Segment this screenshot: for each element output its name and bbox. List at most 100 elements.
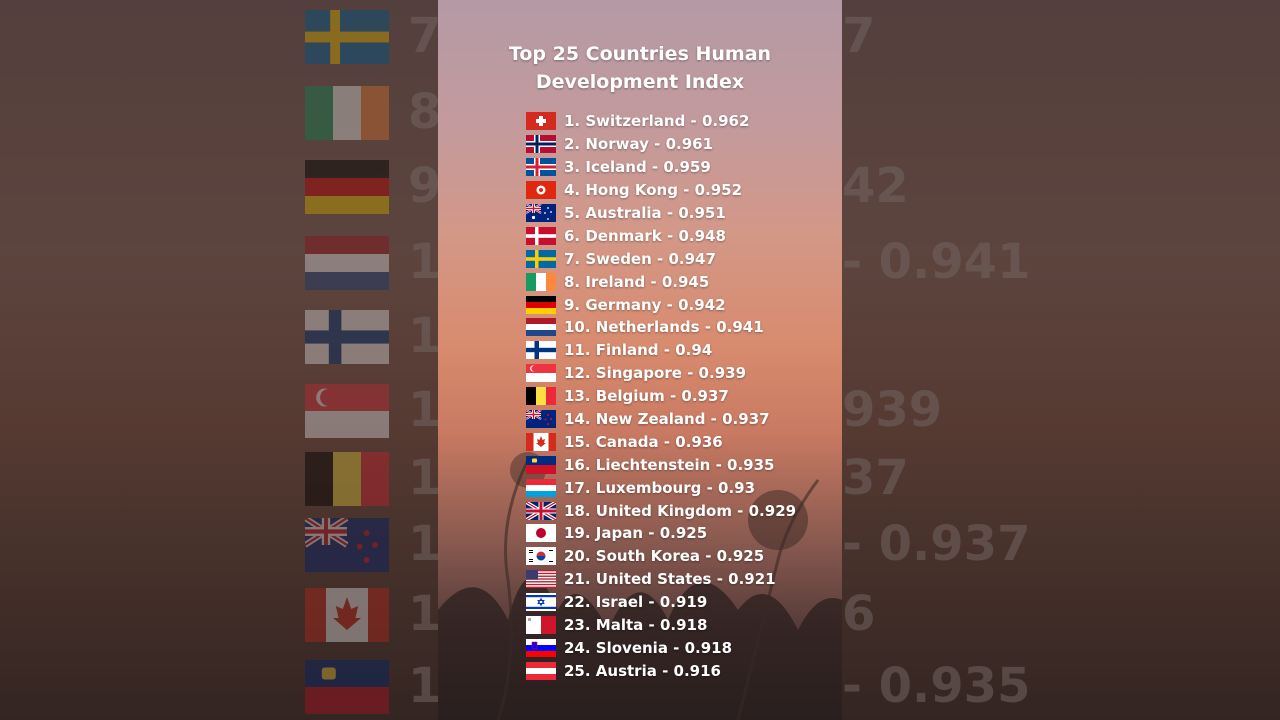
- background-text-right: 42: [842, 158, 909, 214]
- ranking-label: 4. Hong Kong - 0.952: [564, 181, 743, 200]
- background-new-zealand-flag-icon: [303, 515, 389, 572]
- video-frame: Top 25 Countries Human Development Index…: [438, 0, 842, 720]
- ranking-row: 1. Switzerland - 0.962: [526, 110, 796, 133]
- ranking-row: 5. Australia - 0.951: [526, 202, 796, 225]
- ranking-label: 13. Belgium - 0.937: [564, 387, 729, 406]
- austria-flag-icon: [526, 661, 556, 680]
- ranking-label: 23. Malta - 0.918: [564, 616, 708, 635]
- ranking-label: 21. United States - 0.921: [564, 570, 776, 589]
- ranking-row: 3. Iceland - 0.959: [526, 156, 796, 179]
- background-text-left: 8: [408, 84, 442, 140]
- ranking-row: 9. Germany - 0.942: [526, 293, 796, 316]
- ranking-label: 22. Israel - 0.919: [564, 593, 708, 612]
- background-text-left: 1: [408, 450, 442, 506]
- ranking-row: 7. Sweden - 0.947: [526, 247, 796, 270]
- ranking-list: 1. Switzerland - 0.962 2. Norway - 0.961 3…: [526, 110, 796, 682]
- germany-flag-icon: [526, 295, 556, 314]
- ranking-row: 10. Netherlands - 0.941: [526, 316, 796, 339]
- belgium-flag-icon: [526, 387, 556, 406]
- hong-kong-flag-icon: [526, 181, 556, 200]
- background-text-right: - 0.941: [842, 234, 1031, 290]
- ranking-label: 12. Singapore - 0.939: [564, 364, 747, 383]
- ranking-row: 12. Singapore - 0.939: [526, 362, 796, 385]
- background-text-left: 1: [408, 382, 442, 438]
- background-text-right: 7: [842, 8, 876, 64]
- ranking-row: 2. Norway - 0.961: [526, 133, 796, 156]
- ranking-row: 16. Liechtenstein - 0.935: [526, 453, 796, 476]
- ranking-label: 24. Slovenia - 0.918: [564, 638, 733, 657]
- ranking-label: 9. Germany - 0.942: [564, 295, 726, 314]
- united-kingdom-flag-icon: [526, 501, 556, 520]
- ranking-row: 15. Canada - 0.936: [526, 430, 796, 453]
- title-line-1: Top 25 Countries Human: [508, 43, 772, 65]
- singapore-flag-icon: [526, 364, 556, 383]
- background-singapore-flag-icon: [305, 384, 389, 438]
- south-korea-flag-icon: [526, 547, 556, 566]
- background-canada-flag-icon: [305, 588, 389, 642]
- ranking-row: 4. Hong Kong - 0.952: [526, 179, 796, 202]
- ranking-row: 18. United Kingdom - 0.929: [526, 499, 796, 522]
- background-text-left: 9: [408, 158, 442, 214]
- ranking-label: 17. Luxembourg - 0.93: [564, 478, 756, 497]
- background-text-left: 1: [408, 234, 442, 290]
- background-text-right: 939: [842, 382, 943, 438]
- ranking-label: 14. New Zealand - 0.937: [564, 410, 770, 429]
- united-states-flag-icon: [526, 570, 556, 589]
- ranking-row: 14. New Zealand - 0.937: [526, 408, 796, 431]
- background-text-right: 6: [842, 586, 876, 642]
- title-line-2: Development Index: [535, 71, 745, 93]
- luxembourg-flag-icon: [526, 478, 556, 497]
- switzerland-flag-icon: [526, 112, 556, 131]
- ranking-row: 21. United States - 0.921: [526, 568, 796, 591]
- ranking-label: 10. Netherlands - 0.941: [564, 318, 764, 337]
- new-zealand-flag-icon: [526, 410, 556, 429]
- malta-flag-icon: [526, 616, 556, 635]
- denmark-flag-icon: [526, 226, 556, 245]
- background-sweden-flag-icon: [305, 10, 389, 64]
- background-text-left: 7: [408, 8, 442, 64]
- ranking-row: 24. Slovenia - 0.918: [526, 636, 796, 659]
- background-text-right: - 0.935: [842, 658, 1031, 714]
- ranking-label: 2. Norway - 0.961: [564, 135, 714, 154]
- ranking-label: 8. Ireland - 0.945: [564, 272, 710, 291]
- background-netherlands-flag-icon: [305, 236, 389, 290]
- norway-flag-icon: [526, 135, 556, 154]
- ranking-label: 15. Canada - 0.936: [564, 432, 723, 451]
- background-finland-flag-icon: [305, 310, 389, 364]
- liechtenstein-flag-icon: [526, 455, 556, 474]
- ranking-label: 7. Sweden - 0.947: [564, 249, 716, 268]
- ranking-row: 11. Finland - 0.94: [526, 339, 796, 362]
- background-liechtenstein-flag-icon: [305, 660, 389, 714]
- ranking-row: 8. Ireland - 0.945: [526, 270, 796, 293]
- background-text-left: 1: [408, 516, 442, 572]
- background-text-left: 1: [408, 586, 442, 642]
- ranking-row: 23. Malta - 0.918: [526, 614, 796, 637]
- finland-flag-icon: [526, 341, 556, 360]
- netherlands-flag-icon: [526, 318, 556, 337]
- ranking-label: 20. South Korea - 0.925: [564, 547, 765, 566]
- slovenia-flag-icon: [526, 638, 556, 657]
- australia-flag-icon: [526, 204, 556, 222]
- background-text-right: - 0.937: [842, 516, 1031, 572]
- ranking-row: 17. Luxembourg - 0.93: [526, 476, 796, 499]
- ranking-label: 5. Australia - 0.951: [564, 204, 726, 222]
- ranking-label: 25. Austria - 0.916: [564, 661, 721, 680]
- background-germany-flag-icon: [305, 160, 389, 214]
- ranking-label: 16. Liechtenstein - 0.935: [564, 455, 775, 474]
- background-belgium-flag-icon: [305, 452, 389, 506]
- ranking-row: 19. Japan - 0.925: [526, 522, 796, 545]
- israel-flag-icon: [526, 593, 556, 612]
- ranking-row: 25. Austria - 0.916: [526, 659, 796, 682]
- background-text-left: 1: [408, 658, 442, 714]
- background-text-right: 37: [842, 450, 909, 506]
- ranking-row: 22. Israel - 0.919: [526, 591, 796, 614]
- ranking-label: 18. United Kingdom - 0.929: [564, 501, 797, 520]
- ranking-label: 6. Denmark - 0.948: [564, 226, 726, 245]
- ranking-row: 13. Belgium - 0.937: [526, 385, 796, 408]
- sweden-flag-icon: [526, 249, 556, 268]
- ranking-label: 3. Iceland - 0.959: [564, 158, 711, 177]
- ranking-label: 1. Switzerland - 0.962: [564, 112, 750, 131]
- ranking-row: 20. South Korea - 0.925: [526, 545, 796, 568]
- background-ireland-flag-icon: [305, 86, 389, 140]
- canada-flag-icon: [526, 432, 556, 451]
